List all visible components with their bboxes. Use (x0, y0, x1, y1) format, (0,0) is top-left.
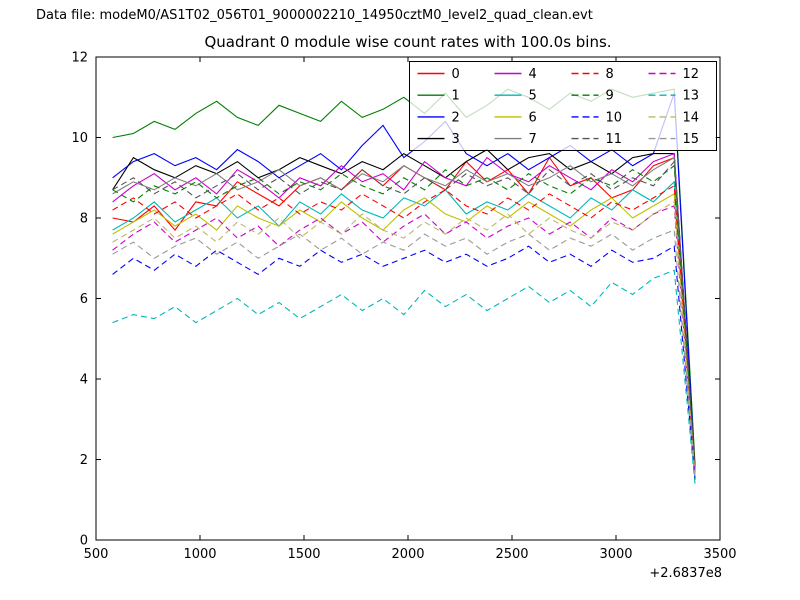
legend-label: 7 (529, 132, 537, 147)
legend-label: 10 (606, 110, 623, 125)
legend-label: 9 (606, 89, 614, 104)
legend-label: 2 (452, 110, 460, 125)
series-layer (112, 88, 696, 484)
legend-entry-6: 6 (494, 110, 537, 125)
legend-entry-2: 2 (417, 110, 460, 125)
legend-label: 14 (683, 110, 700, 125)
y-tick-label: 12 (71, 51, 88, 66)
legend-label: 13 (683, 89, 700, 104)
legend-label: 12 (683, 67, 700, 82)
legend-frame (409, 61, 717, 151)
x-tick-label: 1500 (287, 547, 320, 562)
legend-entry-8: 8 (571, 67, 614, 82)
x-tick-label: 2500 (495, 547, 528, 562)
legend-label: 4 (529, 67, 537, 82)
x-axis-offset-label: +2.6837e8 (649, 566, 722, 581)
series-line-4 (112, 152, 696, 476)
x-tick-label: 2000 (391, 547, 424, 562)
y-tick-label: 8 (80, 212, 88, 227)
y-tick-label: 10 (71, 131, 88, 146)
y-tick-label: 2 (80, 453, 88, 468)
series-line-15 (112, 229, 696, 480)
legend-label: 3 (452, 132, 460, 147)
series-line-6 (112, 192, 696, 476)
legend-entry-5: 5 (494, 89, 537, 104)
chart-title: Quadrant 0 module wise count rates with … (204, 33, 611, 51)
legend-label: 6 (529, 110, 537, 125)
legend-label: 15 (683, 132, 700, 147)
legend-entry-0: 0 (417, 67, 460, 82)
series-line-8 (112, 184, 696, 468)
x-tick-label: 500 (84, 547, 109, 562)
legend-entry-14: 14 (648, 110, 700, 125)
legend-label: 0 (452, 67, 460, 82)
legend-label: 5 (529, 89, 537, 104)
legend-entry-11: 11 (571, 132, 623, 147)
series-line-14 (112, 200, 696, 476)
series-line-12 (112, 205, 696, 476)
series-line-0 (112, 156, 696, 468)
series-line-5 (112, 180, 696, 480)
legend-label: 8 (606, 67, 614, 82)
legend-label: 11 (606, 132, 623, 147)
legend-entry-12: 12 (648, 67, 700, 82)
x-tick-label: 3500 (703, 547, 736, 562)
legend-entry-3: 3 (417, 132, 460, 147)
y-tick-label: 4 (80, 373, 88, 388)
x-tick-label: 1000 (183, 547, 216, 562)
legend-entry-15: 15 (648, 132, 700, 147)
series-line-10 (112, 245, 696, 480)
legend-entry-13: 13 (648, 89, 700, 104)
series-line-9 (112, 164, 696, 472)
data-file-label: Data file: modeM0/AS1T02_056T01_90000022… (36, 8, 593, 23)
series-line-3 (112, 148, 696, 468)
legend-entry-10: 10 (571, 110, 623, 125)
legend-entry-4: 4 (494, 67, 537, 82)
legend-label: 1 (452, 89, 460, 104)
x-tick-label: 3000 (599, 547, 632, 562)
series-line-7 (112, 156, 696, 472)
legend-entry-9: 9 (571, 89, 614, 104)
legend-entry-1: 1 (417, 89, 460, 104)
series-line-13 (112, 269, 696, 484)
legend-entry-7: 7 (494, 132, 537, 147)
y-tick-label: 0 (80, 534, 88, 549)
y-tick-label: 6 (80, 292, 88, 307)
series-line-2 (112, 93, 696, 472)
